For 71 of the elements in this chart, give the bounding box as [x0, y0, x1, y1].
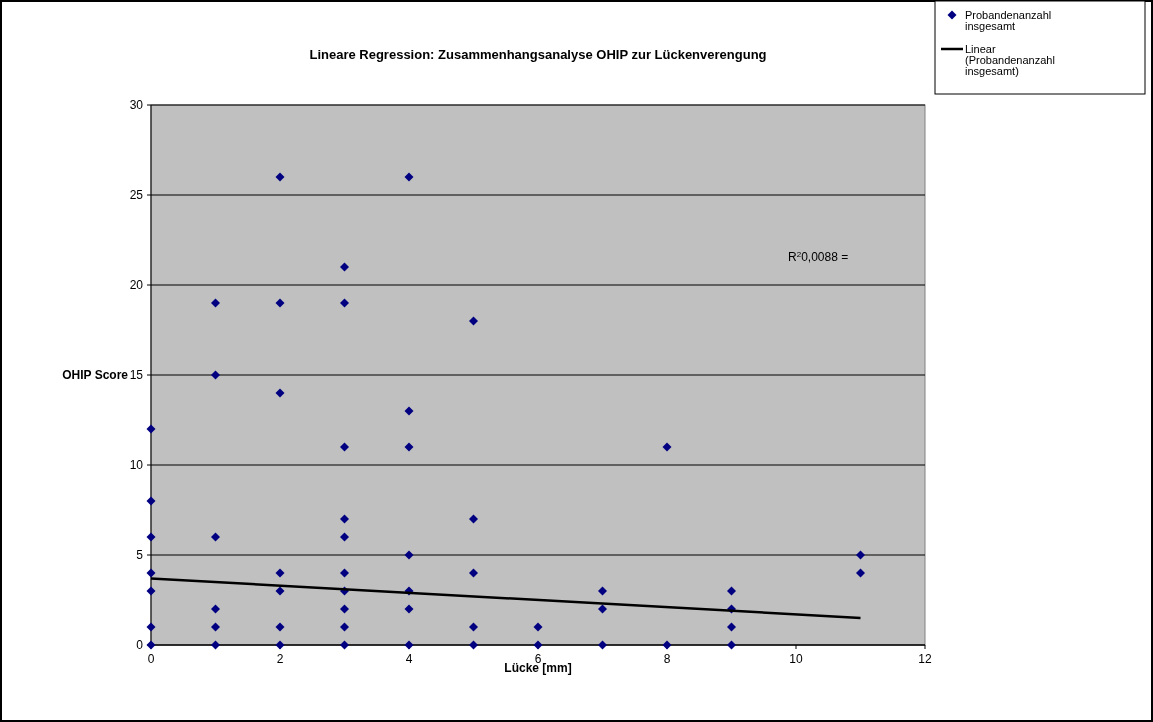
point — [275, 298, 285, 308]
y-tick-label: 15 — [129, 368, 144, 382]
point — [856, 550, 865, 560]
point — [404, 442, 414, 452]
point — [146, 622, 156, 632]
y-tick-label: 0 — [136, 638, 144, 652]
point — [533, 622, 543, 632]
point — [275, 640, 285, 650]
y-tick-label: 10 — [129, 458, 144, 472]
point — [146, 586, 156, 596]
point — [340, 532, 349, 542]
x-tick-label: 4 — [405, 652, 413, 666]
point — [340, 604, 349, 614]
point — [340, 640, 349, 650]
chart-title: Lineare Regression: Zusammenhangsanalyse OHIP zur Lückenverengung — [309, 47, 767, 62]
x-tick-label: 6 — [534, 652, 542, 666]
point — [469, 568, 478, 578]
point — [340, 298, 349, 308]
x-tick-label: 8 — [663, 652, 671, 666]
point — [211, 622, 220, 632]
x-tick-label: 10 — [789, 652, 803, 666]
point — [275, 172, 285, 182]
point — [598, 604, 607, 614]
point — [340, 442, 349, 452]
point — [146, 496, 156, 506]
point — [469, 316, 478, 326]
point — [727, 586, 736, 596]
y-tick-label: 25 — [129, 188, 144, 202]
point — [404, 604, 414, 614]
x-tick-label: 12 — [918, 652, 932, 666]
point — [469, 622, 478, 632]
annotation: R$^{2}$0,0088 = — [788, 249, 849, 264]
legend-label: Probandenanzahl insgesamt — [965, 9, 1052, 32]
point — [469, 514, 478, 524]
point — [275, 586, 285, 596]
point — [146, 640, 156, 650]
point — [404, 640, 414, 650]
point — [662, 442, 672, 452]
point — [211, 640, 220, 650]
x-tick-label: 2 — [276, 652, 284, 666]
y-tick-label: 20 — [129, 278, 144, 292]
x-tick-label: 0 — [147, 652, 155, 666]
point — [211, 298, 220, 308]
point — [275, 568, 285, 578]
y-tick-label: 5 — [136, 548, 144, 562]
point — [340, 262, 349, 272]
point — [533, 640, 543, 650]
point — [146, 532, 156, 542]
point — [598, 640, 607, 650]
point — [856, 568, 865, 578]
point — [211, 370, 220, 380]
point — [404, 550, 414, 560]
point — [598, 586, 607, 596]
y-tick-label: 30 — [129, 98, 144, 112]
point — [404, 406, 414, 416]
point — [340, 622, 349, 632]
point — [727, 640, 736, 650]
point — [727, 622, 736, 632]
point — [340, 514, 349, 524]
point — [275, 622, 285, 632]
point — [275, 388, 285, 398]
point — [146, 424, 156, 434]
point — [211, 532, 220, 542]
point — [211, 604, 220, 614]
point — [469, 640, 478, 650]
point — [146, 568, 156, 578]
legend-label: Linear (Probandenanzahl insgesamt) — [965, 43, 1055, 77]
point — [404, 172, 414, 182]
point — [340, 568, 349, 578]
point — [662, 640, 672, 650]
y-axis-title: OHIP Score — [62, 368, 129, 382]
